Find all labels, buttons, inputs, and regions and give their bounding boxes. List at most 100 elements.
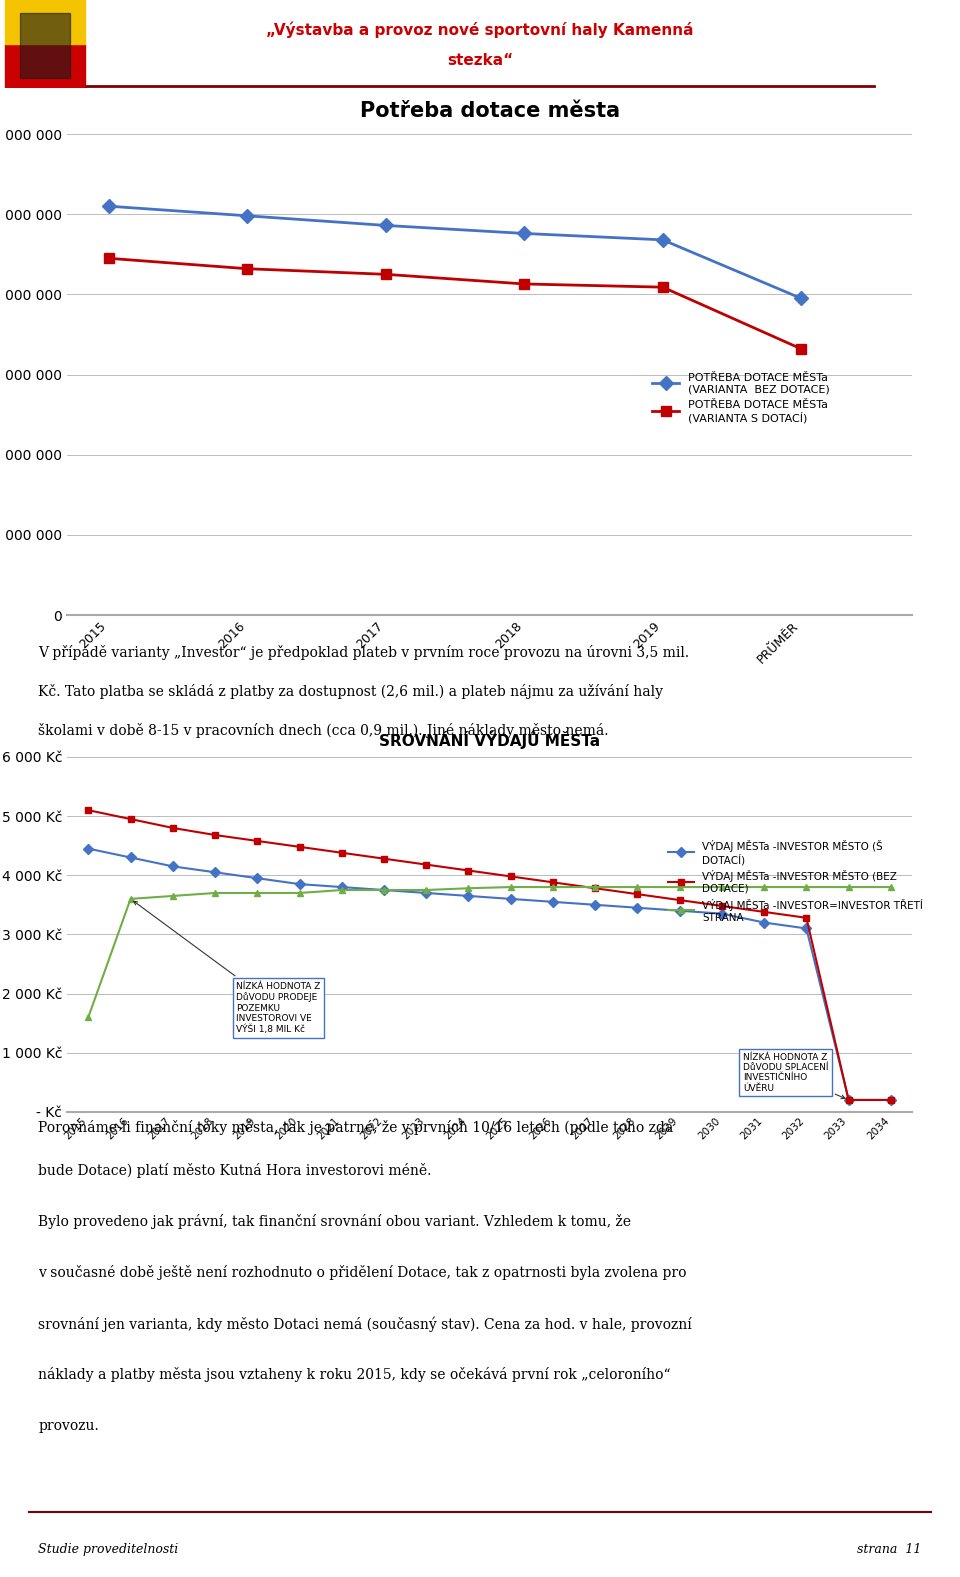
VÝDAJ MĚSTa -INVESTOR MĚSTO (BEZ
DOTACE) — [463, 861, 474, 880]
VÝDAJ MĚSTa -INVESTOR MĚSTO (BEZ
DOTACE) — [167, 818, 179, 837]
VÝDAJ MĚSTa -INVESTOR MĚSTO (Š
DOTACÍ) — [378, 880, 390, 899]
VÝDAJ MĚSTa -INVESTOR MĚSTO (Š
DOTACÍ) — [843, 1091, 854, 1110]
VÝDAJ MĚSTa -INVESTOR MĚSTO (BEZ
DOTACE) — [589, 878, 601, 897]
VÝDAJ MĚSTa -INVESTOR=INVESTOR TŘETÍ
STRANA — [885, 877, 897, 896]
Text: provozu.: provozu. — [38, 1419, 99, 1432]
VÝDAJ MĚSTa -INVESTOR=INVESTOR TŘETÍ
STRANA — [801, 877, 812, 896]
VÝDAJ MĚSTa -INVESTOR MĚSTO (Š
DOTACÍ) — [420, 883, 432, 902]
POTŘEBA DOTACE MĚSTa
(VARIANTA S DOTACÍ) — [796, 339, 807, 358]
VÝDAJ MĚSTa -INVESTOR MĚSTO (BEZ
DOTACE) — [547, 874, 559, 893]
Text: strana  11: strana 11 — [857, 1542, 922, 1556]
Text: Porovnáme-li finanční toky města, tak je patrné, že v prvních 10/16 letech (podl: Porovnáme-li finanční toky města, tak je… — [38, 1120, 674, 1135]
VÝDAJ MĚSTa -INVESTOR MĚSTO (BEZ
DOTACE) — [505, 867, 516, 886]
POTŘEBA DOTACE MĚSTa
(VARIANTA  BEZ DOTACE) — [657, 230, 668, 249]
VÝDAJ MĚSTa -INVESTOR=INVESTOR TŘETÍ
STRANA — [674, 877, 685, 896]
VÝDAJ MĚSTa -INVESTOR MĚSTO (Š
DOTACÍ) — [716, 904, 728, 923]
VÝDAJ MĚSTa -INVESTOR MĚSTO (Š
DOTACÍ) — [758, 913, 770, 932]
Text: NÍZKÁ HODNOTA Z
DůVODU SPLACENÍ
INVESTIČNÍHO
ÚVĚRU: NÍZKÁ HODNOTA Z DůVODU SPLACENÍ INVESTIČ… — [743, 1053, 845, 1099]
VÝDAJ MĚSTa -INVESTOR MĚSTO (BEZ
DOTACE) — [843, 1091, 854, 1110]
POTŘEBA DOTACE MĚSTa
(VARIANTA  BEZ DOTACE) — [380, 216, 392, 235]
VÝDAJ MĚSTa -INVESTOR MĚSTO (BEZ
DOTACE) — [125, 809, 136, 828]
VÝDAJ MĚSTa -INVESTOR MĚSTO (Š
DOTACÍ) — [547, 893, 559, 912]
POTŘEBA DOTACE MĚSTa
(VARIANTA S DOTACÍ) — [657, 278, 668, 296]
VÝDAJ MĚSTa -INVESTOR MĚSTO (Š
DOTACÍ) — [674, 900, 685, 919]
VÝDAJ MĚSTa -INVESTOR MĚSTO (Š
DOTACÍ) — [83, 839, 94, 858]
VÝDAJ MĚSTa -INVESTOR MĚSTO (Š
DOTACÍ) — [463, 886, 474, 905]
VÝDAJ MĚSTa -INVESTOR=INVESTOR TŘETÍ
STRANA — [758, 877, 770, 896]
VÝDAJ MĚSTa -INVESTOR MĚSTO (BEZ
DOTACE) — [716, 896, 728, 915]
VÝDAJ MĚSTa -INVESTOR MĚSTO (Š
DOTACÍ) — [294, 875, 305, 894]
Line: VÝDAJ MĚSTa -INVESTOR=INVESTOR TŘETÍ
STRANA: VÝDAJ MĚSTa -INVESTOR=INVESTOR TŘETÍ STR… — [84, 883, 895, 1020]
Line: VÝDAJ MĚSTa -INVESTOR MĚSTO (Š
DOTACÍ): VÝDAJ MĚSTa -INVESTOR MĚSTO (Š DOTACÍ) — [84, 845, 895, 1104]
POTŘEBA DOTACE MĚSTa
(VARIANTA S DOTACÍ) — [242, 259, 253, 278]
VÝDAJ MĚSTa -INVESTOR MĚSTO (BEZ
DOTACE) — [83, 801, 94, 820]
VÝDAJ MĚSTa -INVESTOR MĚSTO (Š
DOTACÍ) — [885, 1091, 897, 1110]
VÝDAJ MĚSTa -INVESTOR MĚSTO (BEZ
DOTACE) — [378, 848, 390, 867]
VÝDAJ MĚSTa -INVESTOR MĚSTO (BEZ
DOTACE) — [294, 837, 305, 856]
VÝDAJ MĚSTa -INVESTOR MĚSTO (Š
DOTACÍ) — [336, 877, 348, 896]
VÝDAJ MĚSTa -INVESTOR MĚSTO (Š
DOTACÍ) — [252, 869, 263, 888]
VÝDAJ MĚSTa -INVESTOR MĚSTO (BEZ
DOTACE) — [674, 891, 685, 910]
Text: „Výstavba a provoz nové sportovní haly Kamenná: „Výstavba a provoz nové sportovní haly K… — [266, 22, 694, 38]
Text: školami v době 8-15 v pracovních dnech (cca 0,9 mil.). Jiné náklady město nemá.: školami v době 8-15 v pracovních dnech (… — [38, 724, 609, 738]
VÝDAJ MĚSTa -INVESTOR MĚSTO (BEZ
DOTACE) — [801, 908, 812, 927]
VÝDAJ MĚSTa -INVESTOR=INVESTOR TŘETÍ
STRANA — [167, 886, 179, 905]
Text: bude Dotace) platí město Kutná Hora investorovi méně.: bude Dotace) platí město Kutná Hora inve… — [38, 1164, 432, 1178]
POTŘEBA DOTACE MĚSTa
(VARIANTA  BEZ DOTACE) — [796, 289, 807, 308]
VÝDAJ MĚSTa -INVESTOR=INVESTOR TŘETÍ
STRANA — [252, 883, 263, 902]
VÝDAJ MĚSTa -INVESTOR=INVESTOR TŘETÍ
STRANA — [547, 877, 559, 896]
VÝDAJ MĚSTa -INVESTOR=INVESTOR TŘETÍ
STRANA — [378, 880, 390, 899]
VÝDAJ MĚSTa -INVESTOR MĚSTO (Š
DOTACÍ) — [505, 889, 516, 908]
VÝDAJ MĚSTa -INVESTOR=INVESTOR TŘETÍ
STRANA — [589, 877, 601, 896]
Text: NÍZKÁ HODNOTA Z
DůVODU PRODEJE
POZEMKU
INVESTOROVI VE
VÝŠI 1,8 MIL Kč: NÍZKÁ HODNOTA Z DůVODU PRODEJE POZEMKU I… — [133, 902, 321, 1035]
VÝDAJ MĚSTa -INVESTOR MĚSTO (Š
DOTACÍ) — [589, 896, 601, 915]
VÝDAJ MĚSTa -INVESTOR=INVESTOR TŘETÍ
STRANA — [505, 877, 516, 896]
Bar — [5, 44, 85, 88]
Title: Potřeba dotace města: Potřeba dotace města — [360, 101, 619, 121]
VÝDAJ MĚSTa -INVESTOR=INVESTOR TŘETÍ
STRANA — [83, 1008, 94, 1027]
VÝDAJ MĚSTa -INVESTOR=INVESTOR TŘETÍ
STRANA — [843, 877, 854, 896]
Line: VÝDAJ MĚSTa -INVESTOR MĚSTO (BEZ
DOTACE): VÝDAJ MĚSTa -INVESTOR MĚSTO (BEZ DOTACE) — [84, 807, 895, 1104]
VÝDAJ MĚSTa -INVESTOR MĚSTO (BEZ
DOTACE) — [758, 902, 770, 921]
Line: POTŘEBA DOTACE MĚSTa
(VARIANTA S DOTACÍ): POTŘEBA DOTACE MĚSTa (VARIANTA S DOTACÍ) — [104, 254, 806, 353]
POTŘEBA DOTACE MĚSTa
(VARIANTA  BEZ DOTACE) — [242, 207, 253, 226]
VÝDAJ MĚSTa -INVESTOR MĚSTO (BEZ
DOTACE) — [209, 826, 221, 845]
Text: v současné době ještě není rozhodnuto o přidělení Dotace, tak z opatrnosti byla : v současné době ještě není rozhodnuto o … — [38, 1265, 687, 1281]
Bar — [20, 13, 70, 79]
POTŘEBA DOTACE MĚSTa
(VARIANTA S DOTACÍ) — [518, 274, 530, 293]
VÝDAJ MĚSTa -INVESTOR=INVESTOR TŘETÍ
STRANA — [294, 883, 305, 902]
Text: Bylo provedeno jak právní, tak finanční srovnání obou variant. Vzhledem k tomu, : Bylo provedeno jak právní, tak finanční … — [38, 1214, 632, 1230]
VÝDAJ MĚSTa -INVESTOR MĚSTO (BEZ
DOTACE) — [252, 831, 263, 850]
Bar — [5, 0, 85, 44]
VÝDAJ MĚSTa -INVESTOR=INVESTOR TŘETÍ
STRANA — [209, 883, 221, 902]
Legend: POTŘEBA DOTACE MĚSTa
(VARIANTA  BEZ DOTACE), POTŘEBA DOTACE MĚSTa
(VARIANTA S DO: POTŘEBA DOTACE MĚSTa (VARIANTA BEZ DOTAC… — [647, 369, 834, 429]
Text: náklady a platby města jsou vztaheny k roku 2015, kdy se očekává první rok „celo: náklady a platby města jsou vztaheny k r… — [38, 1367, 671, 1383]
Text: Kč. Tato platba se skládá z platby za dostupnost (2,6 mil.) a plateb nájmu za už: Kč. Tato platba se skládá z platby za do… — [38, 684, 663, 700]
POTŘEBA DOTACE MĚSTa
(VARIANTA  BEZ DOTACE) — [103, 197, 114, 216]
POTŘEBA DOTACE MĚSTa
(VARIANTA  BEZ DOTACE) — [518, 224, 530, 243]
Legend: VÝDAJ MĚSTa -INVESTOR MĚSTO (Š
DOTACÍ), VÝDAJ MĚSTa -INVESTOR MĚSTO (BEZ
DOTACE): VÝDAJ MĚSTa -INVESTOR MĚSTO (Š DOTACÍ), … — [663, 836, 927, 927]
POTŘEBA DOTACE MĚSTa
(VARIANTA S DOTACÍ) — [380, 265, 392, 284]
VÝDAJ MĚSTa -INVESTOR MĚSTO (Š
DOTACÍ) — [801, 919, 812, 938]
Line: POTŘEBA DOTACE MĚSTa
(VARIANTA  BEZ DOTACE): POTŘEBA DOTACE MĚSTa (VARIANTA BEZ DOTAC… — [104, 202, 806, 303]
VÝDAJ MĚSTa -INVESTOR=INVESTOR TŘETÍ
STRANA — [125, 889, 136, 908]
VÝDAJ MĚSTa -INVESTOR=INVESTOR TŘETÍ
STRANA — [716, 877, 728, 896]
VÝDAJ MĚSTa -INVESTOR=INVESTOR TŘETÍ
STRANA — [632, 877, 643, 896]
VÝDAJ MĚSTa -INVESTOR MĚSTO (Š
DOTACÍ) — [167, 856, 179, 875]
VÝDAJ MĚSTa -INVESTOR MĚSTO (Š
DOTACÍ) — [632, 899, 643, 918]
VÝDAJ MĚSTa -INVESTOR MĚSTO (BEZ
DOTACE) — [336, 844, 348, 863]
POTŘEBA DOTACE MĚSTa
(VARIANTA S DOTACÍ) — [103, 249, 114, 268]
VÝDAJ MĚSTa -INVESTOR=INVESTOR TŘETÍ
STRANA — [336, 880, 348, 899]
VÝDAJ MĚSTa -INVESTOR=INVESTOR TŘETÍ
STRANA — [463, 878, 474, 897]
VÝDAJ MĚSTa -INVESTOR MĚSTO (BEZ
DOTACE) — [632, 885, 643, 904]
Text: V případě varianty „Investor“ je předpoklad plateb v prvním roce provozu na úrov: V případě varianty „Investor“ je předpok… — [38, 645, 689, 661]
Title: SROVNÁNÍ VÝDAJŮ MĚSTa: SROVNÁNÍ VÝDAJŮ MĚSTa — [379, 730, 600, 749]
Text: srovnání jen varianta, kdy město Dotaci nemá (současný stav). Cena za hod. v hal: srovnání jen varianta, kdy město Dotaci … — [38, 1317, 692, 1333]
VÝDAJ MĚSTa -INVESTOR MĚSTO (Š
DOTACÍ) — [209, 863, 221, 882]
VÝDAJ MĚSTa -INVESTOR MĚSTO (BEZ
DOTACE) — [885, 1091, 897, 1110]
Text: Studie proveditelnosti: Studie proveditelnosti — [38, 1542, 179, 1556]
VÝDAJ MĚSTa -INVESTOR=INVESTOR TŘETÍ
STRANA — [420, 880, 432, 899]
VÝDAJ MĚSTa -INVESTOR MĚSTO (BEZ
DOTACE) — [420, 855, 432, 874]
VÝDAJ MĚSTa -INVESTOR MĚSTO (Š
DOTACÍ) — [125, 848, 136, 867]
Text: stezka“: stezka“ — [447, 52, 513, 68]
